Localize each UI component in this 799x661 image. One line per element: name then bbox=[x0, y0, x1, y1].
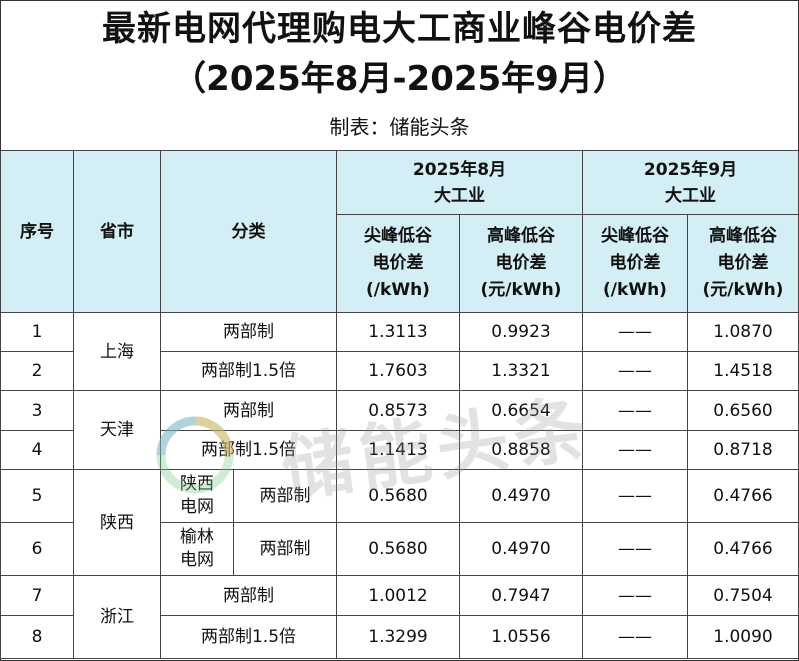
cell-aug-high-valley: 0.8858 bbox=[459, 430, 582, 469]
cell-sep-high-valley: 0.6560 bbox=[687, 390, 799, 430]
yulin-grid-l2: 电网 bbox=[180, 550, 214, 570]
row-category: 两部制 bbox=[160, 312, 336, 351]
yulin-grid-label: 榆林 电网 bbox=[160, 522, 233, 575]
cell-aug-peak-valley: 1.3113 bbox=[336, 312, 459, 351]
cell-sep-high-valley: 0.7504 bbox=[687, 575, 799, 615]
cell-sep-peak-valley: —— bbox=[582, 469, 687, 522]
cell-sep-peak-valley: —— bbox=[582, 430, 687, 469]
cell-aug-peak-valley: 0.5680 bbox=[336, 469, 459, 522]
table-maker-credit: 制表：储能头条 bbox=[329, 115, 470, 139]
row-seq: 7 bbox=[0, 575, 73, 615]
cell-aug-high-valley: 0.4970 bbox=[459, 469, 582, 522]
header-aug-2025: 2025年8月 大工业 bbox=[336, 150, 582, 214]
cell-aug-high-valley: 0.6654 bbox=[459, 390, 582, 430]
cell-aug-peak-valley: 1.3299 bbox=[336, 615, 459, 659]
cell-aug-peak-valley: 0.5680 bbox=[336, 522, 459, 575]
hdr-a2: 电价差 bbox=[372, 253, 424, 273]
row-seq: 1 bbox=[0, 312, 73, 351]
hdr-c3: (/kWh) bbox=[603, 280, 667, 300]
hdr-d2: 电价差 bbox=[717, 253, 769, 273]
hdr-b3: (元/kWh) bbox=[480, 280, 562, 300]
hdr-a1: 尖峰低谷 bbox=[364, 226, 432, 246]
cell-sep-peak-valley: —— bbox=[582, 575, 687, 615]
row-seq: 2 bbox=[0, 351, 73, 390]
cell-sep-high-valley: 0.4766 bbox=[687, 469, 799, 522]
cell-sep-peak-valley: —— bbox=[582, 615, 687, 659]
cell-sep-high-valley: 1.0870 bbox=[687, 312, 799, 351]
cell-sep-peak-valley: —— bbox=[582, 522, 687, 575]
row-category: 两部制 bbox=[160, 575, 336, 615]
shaanxi-grid-label: 陕西 电网 bbox=[160, 469, 233, 522]
header-month2-sub: 大工业 bbox=[665, 185, 716, 206]
row-seq: 3 bbox=[0, 390, 73, 430]
header-seq: 序号 bbox=[0, 150, 73, 312]
row-seq: 5 bbox=[0, 469, 73, 522]
header-month1-sub: 大工业 bbox=[434, 185, 485, 206]
header-sep-peak-valley: 尖峰低谷电价差 (/kWh) bbox=[582, 214, 687, 312]
header-aug-peak-valley: 尖峰低谷电价差 (/kWh) bbox=[336, 214, 459, 312]
cell-aug-high-valley: 0.9923 bbox=[459, 312, 582, 351]
cell-sep-high-valley: 0.4766 bbox=[687, 522, 799, 575]
shaanxi-grid-l2: 电网 bbox=[180, 497, 214, 517]
cell-sep-high-valley: 0.8718 bbox=[687, 430, 799, 469]
hdr-b1: 高峰低谷 bbox=[487, 226, 555, 246]
header-category: 分类 bbox=[160, 150, 336, 312]
page-subtitle-period: （2025年8月-2025年9月） bbox=[172, 59, 627, 99]
page-title: 最新电网代理购电大工商业峰谷电价差 bbox=[102, 9, 697, 49]
yulin-grid-l1: 榆林 bbox=[180, 527, 214, 547]
hdr-a3: (/kWh) bbox=[366, 280, 430, 300]
row-category: 两部制1.5倍 bbox=[160, 351, 336, 390]
cell-aug-high-valley: 1.3321 bbox=[459, 351, 582, 390]
cell-sep-high-valley: 1.4518 bbox=[687, 351, 799, 390]
hdr-c2: 电价差 bbox=[609, 253, 661, 273]
row-category: 两部制1.5倍 bbox=[160, 430, 336, 469]
hdr-b2: 电价差 bbox=[495, 253, 547, 273]
row-seq: 6 bbox=[0, 522, 73, 575]
cell-aug-peak-valley: 1.7603 bbox=[336, 351, 459, 390]
shaanxi-grid-l1: 陕西 bbox=[180, 474, 214, 494]
cell-aug-peak-valley: 0.8573 bbox=[336, 390, 459, 430]
hdr-d3: (元/kWh) bbox=[702, 280, 784, 300]
header-month1: 2025年8月 bbox=[412, 159, 507, 180]
province-tianjin: 天津 bbox=[73, 390, 160, 469]
province-shanghai: 上海 bbox=[73, 312, 160, 390]
cell-aug-high-valley: 0.4970 bbox=[459, 522, 582, 575]
cell-aug-peak-valley: 1.1413 bbox=[336, 430, 459, 469]
row-seq: 8 bbox=[0, 615, 73, 659]
header-aug-high-valley: 高峰低谷电价差 (元/kWh) bbox=[459, 214, 582, 312]
header-month2: 2025年9月 bbox=[643, 159, 738, 180]
cell-aug-peak-valley: 1.0012 bbox=[336, 575, 459, 615]
hdr-c1: 尖峰低谷 bbox=[601, 226, 669, 246]
row-category: 两部制 bbox=[233, 469, 336, 522]
row-seq: 4 bbox=[0, 430, 73, 469]
header-sep-high-valley: 高峰低谷电价差 (元/kWh) bbox=[687, 214, 799, 312]
cell-sep-peak-valley: —— bbox=[582, 312, 687, 351]
cell-aug-high-valley: 0.7947 bbox=[459, 575, 582, 615]
cell-sep-peak-valley: —— bbox=[582, 390, 687, 430]
cell-sep-high-valley: 1.0090 bbox=[687, 615, 799, 659]
hdr-d1: 高峰低谷 bbox=[709, 226, 777, 246]
province-shaanxi: 陕西 bbox=[73, 469, 160, 575]
row-category: 两部制 bbox=[160, 390, 336, 430]
province-zhejiang: 浙江 bbox=[73, 575, 160, 659]
price-grid: 序号 省市 分类 2025年8月 大工业 2025年9月 大工业 尖峰低谷 电价差 (/kWh) 高… bbox=[0, 150, 799, 661]
header-sep-2025: 2025年9月 大工业 bbox=[582, 150, 799, 214]
header-province: 省市 bbox=[73, 150, 160, 312]
cell-aug-high-valley: 1.0556 bbox=[459, 615, 582, 659]
row-category: 两部制1.5倍 bbox=[160, 615, 336, 659]
row-category: 两部制 bbox=[233, 522, 336, 575]
cell-sep-peak-valley: —— bbox=[582, 351, 687, 390]
